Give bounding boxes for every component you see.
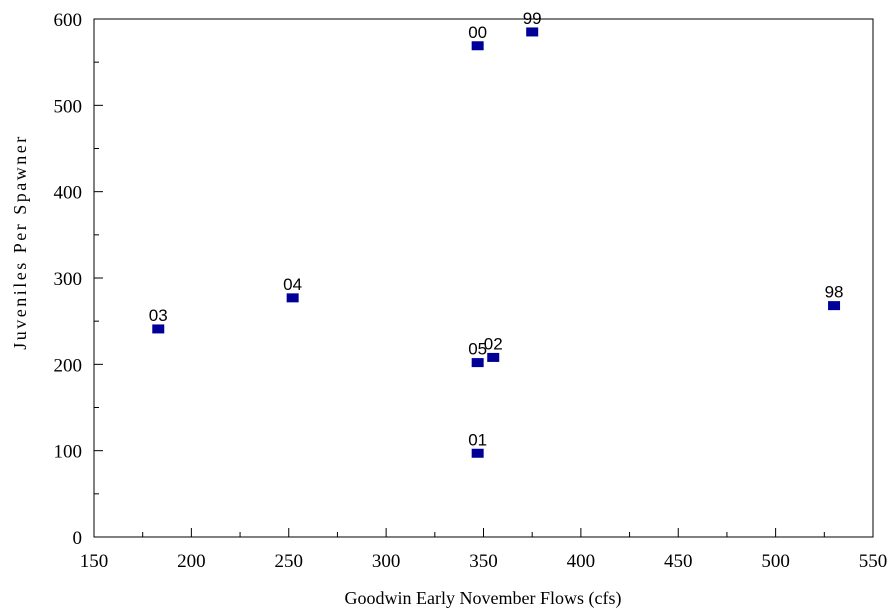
data-point-label: 99 [523, 9, 542, 28]
data-point-marker [471, 448, 484, 458]
data-point-marker [471, 41, 484, 51]
data-point-label: 03 [149, 306, 168, 325]
y-axis-label: Juveniles Per Spawner [10, 134, 30, 349]
x-tick-label: 200 [177, 551, 206, 572]
y-tick-label: 0 [73, 528, 83, 549]
data-point-marker [286, 293, 299, 303]
y-tick-label: 600 [54, 10, 83, 31]
x-tick-label: 450 [664, 551, 693, 572]
data-point-label: 04 [283, 275, 302, 294]
data-point-label: 01 [468, 430, 487, 449]
data-point-marker [526, 27, 539, 37]
y-tick-label: 400 [54, 183, 83, 204]
y-axis-ticks: 0 100 200 300 400 500 600 [54, 10, 103, 549]
x-tick-label: 500 [761, 551, 790, 572]
x-tick-label: 250 [275, 551, 304, 572]
data-point-label: 05 [468, 340, 487, 359]
data-point-label: 00 [468, 23, 487, 42]
y-tick-label: 300 [54, 269, 83, 290]
x-tick-label: 550 [859, 551, 888, 572]
data-point-marker [828, 301, 841, 311]
plot-area-frame [93, 18, 874, 538]
y-tick-label: 100 [54, 442, 83, 463]
x-tick-label: 350 [469, 551, 498, 572]
x-tick-label: 300 [372, 551, 401, 572]
x-axis-ticks: 150 200 250 300 350 400 450 500 550 [80, 528, 888, 572]
data-point-label: 02 [484, 334, 503, 353]
data-point-marker [487, 352, 500, 362]
data-point-label: 98 [825, 283, 844, 302]
y-tick-label: 200 [54, 355, 83, 376]
x-tick-label: 150 [80, 551, 109, 572]
x-axis-label: Goodwin Early November Flows (cfs) [345, 588, 622, 609]
x-tick-label: 400 [567, 551, 596, 572]
data-point-marker [471, 358, 484, 368]
data-point-marker [152, 324, 165, 334]
y-tick-label: 500 [54, 96, 83, 117]
